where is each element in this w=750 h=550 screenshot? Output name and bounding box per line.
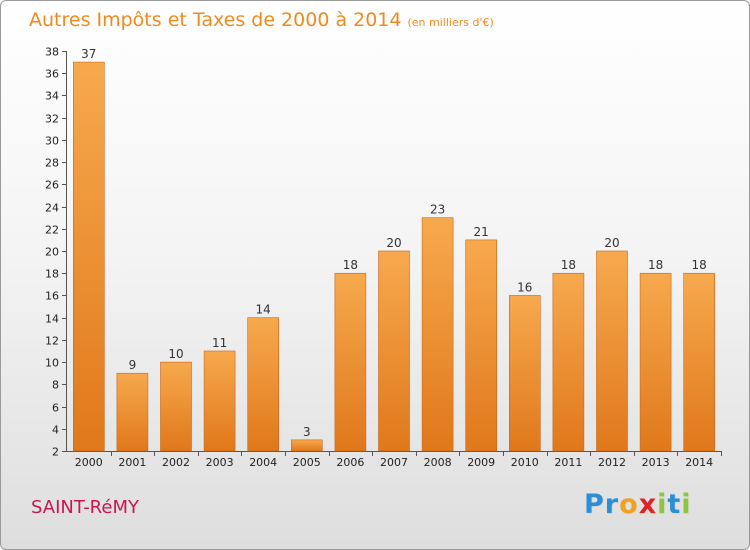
bar bbox=[378, 250, 410, 452]
y-tick-label: 10 bbox=[45, 357, 59, 370]
logo-letter: P bbox=[584, 489, 605, 520]
x-tick-label: 2006 bbox=[336, 456, 364, 469]
bar bbox=[465, 239, 498, 452]
x-tick-label: 2014 bbox=[685, 456, 713, 469]
y-tick-label: 34 bbox=[45, 90, 59, 103]
bar-value-label: 18 bbox=[692, 258, 707, 272]
x-tick-label: 2012 bbox=[598, 456, 626, 469]
town-name: SAINT-RéMY bbox=[31, 497, 139, 518]
y-tick-label: 6 bbox=[52, 402, 59, 415]
bar-value-label: 11 bbox=[212, 336, 227, 350]
bar-value-label: 16 bbox=[517, 280, 532, 294]
x-tick-label: 2001 bbox=[118, 456, 146, 469]
y-tick-label: 24 bbox=[45, 202, 59, 215]
bar bbox=[160, 361, 192, 452]
y-tick-label: 16 bbox=[45, 290, 59, 303]
y-tick-label: 2 bbox=[52, 446, 59, 459]
chart-title-main: Autres Impôts et Taxes de 2000 à 2014 bbox=[29, 9, 402, 31]
x-axis: 2000 2001 2002 2003 2004 2005 2006 2007 2008 2009… bbox=[67, 451, 722, 469]
x-tick-label: 2010 bbox=[511, 456, 539, 469]
y-tick-label: 22 bbox=[45, 224, 59, 237]
y-tick-label: 4 bbox=[52, 424, 59, 437]
bar bbox=[203, 350, 236, 452]
chart-title-unit: (en milliers d'€) bbox=[407, 16, 494, 29]
x-tick-label: 2003 bbox=[206, 456, 234, 469]
y-tick-label: 18 bbox=[45, 268, 59, 281]
bar bbox=[683, 272, 716, 452]
y-tick-label: 30 bbox=[45, 135, 59, 148]
bar-value-label: 23 bbox=[430, 203, 445, 217]
y-tick-label: 12 bbox=[45, 335, 59, 348]
bar-value-label: 18 bbox=[561, 258, 576, 272]
x-tick-label: 2008 bbox=[424, 456, 452, 469]
y-tick-label: 36 bbox=[45, 68, 59, 81]
x-tick-label: 2009 bbox=[467, 456, 495, 469]
bar-value-label: 9 bbox=[129, 358, 137, 372]
bar-value-label: 37 bbox=[81, 47, 96, 61]
y-tick-label: 26 bbox=[45, 179, 59, 192]
bar-value-label: 20 bbox=[386, 236, 401, 250]
bar bbox=[116, 372, 149, 452]
logo-letter: o bbox=[619, 489, 639, 520]
x-tick-label: 2000 bbox=[75, 456, 103, 469]
x-tick-label: 2013 bbox=[642, 456, 670, 469]
logo-letter: t bbox=[667, 489, 682, 520]
y-tick-label: 14 bbox=[45, 313, 59, 326]
logo-letter: x bbox=[638, 489, 658, 520]
y-tick-label: 28 bbox=[45, 157, 59, 170]
bar bbox=[290, 439, 323, 452]
bars-group: 37 9 10 11 14 3 18 20 23 21 16 18 20 18 18 bbox=[73, 47, 716, 452]
x-tick-label: 2002 bbox=[162, 456, 190, 469]
bar-value-label: 10 bbox=[168, 347, 183, 361]
y-tick-label: 8 bbox=[52, 379, 59, 392]
bar bbox=[508, 295, 541, 452]
y-tick-label: 32 bbox=[45, 113, 59, 126]
bar bbox=[73, 61, 105, 452]
x-tick-label: 2004 bbox=[249, 456, 277, 469]
x-tick-label: 2007 bbox=[380, 456, 408, 469]
bar bbox=[596, 250, 628, 452]
bar-value-label: 20 bbox=[604, 236, 619, 250]
bar bbox=[247, 317, 279, 452]
logo-letter: i bbox=[657, 489, 668, 520]
bar bbox=[421, 217, 454, 452]
logo-letter: i bbox=[681, 489, 692, 520]
logo-letter: r bbox=[604, 489, 620, 520]
bar bbox=[552, 272, 585, 452]
proxiti-logo: Proxiti bbox=[584, 489, 692, 520]
bar bbox=[639, 272, 672, 452]
x-tick-label: 2005 bbox=[293, 456, 321, 469]
bar-value-label: 21 bbox=[474, 225, 489, 239]
y-tick-label: 38 bbox=[45, 46, 59, 59]
bar-value-label: 3 bbox=[303, 425, 311, 439]
y-tick-label: 20 bbox=[45, 246, 59, 259]
x-tick-label: 2011 bbox=[554, 456, 582, 469]
bar bbox=[334, 272, 367, 452]
bar-value-label: 18 bbox=[648, 258, 663, 272]
bar-value-label: 18 bbox=[343, 258, 358, 272]
bar-value-label: 14 bbox=[256, 303, 271, 317]
chart-title: Autres Impôts et Taxes de 2000 à 2014 (en… bbox=[29, 9, 494, 31]
